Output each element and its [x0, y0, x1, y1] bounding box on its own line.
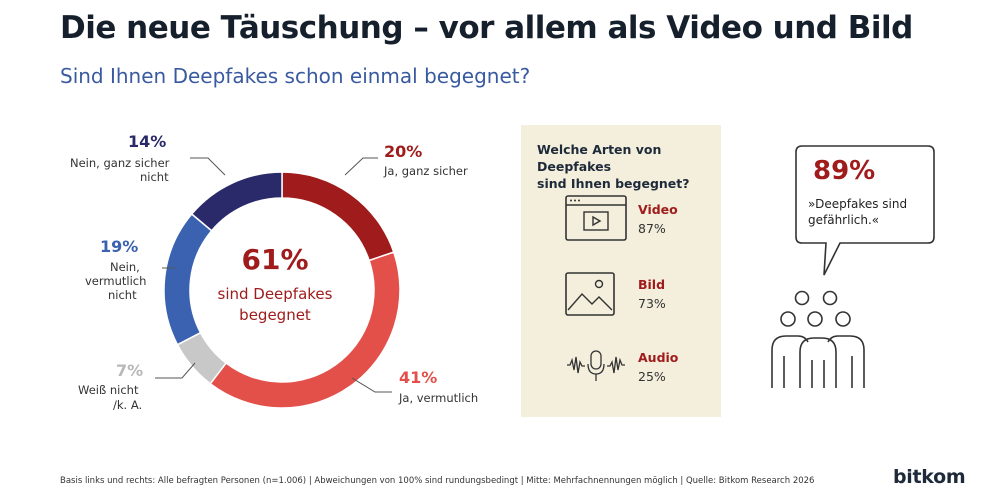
- slice-label-ja-vermutlich: Ja, vermutlich: [399, 391, 479, 405]
- bubble-text-line-2: gefährlich.«: [808, 213, 880, 227]
- page-subtitle: Sind Ihnen Deepfakes schon einmal begegn…: [60, 64, 531, 88]
- type-audio-value: 25%: [638, 369, 666, 384]
- type-image-value: 73%: [638, 296, 666, 311]
- center-label-line-2: begegnet: [239, 306, 311, 324]
- slice-label-nein-sicher-1: Nein, ganz sicher: [70, 156, 170, 170]
- type-video-value: 87%: [638, 221, 666, 236]
- people-group-icon: [771, 290, 865, 388]
- bubble-text: »Deepfakes sind gefährlich.«: [808, 196, 907, 228]
- leader-line-nein-sicher: [190, 157, 226, 176]
- panel-title-line-2: sind Ihnen begegnet?: [537, 176, 690, 191]
- bubble-text-line-1: »Deepfakes sind: [808, 197, 908, 211]
- page-title: Die neue Täuschung – vor allem als Video…: [60, 10, 913, 46]
- image-icon: [565, 272, 615, 316]
- bubble-value: 89%: [813, 156, 876, 186]
- center-value: 61%: [241, 243, 309, 276]
- slice-value-nein-sicher: 14%: [128, 132, 167, 151]
- center-label: sind Deepfakes begegnet: [190, 284, 360, 326]
- panel-title: Welche Arten von Deepfakes sind Ihnen be…: [537, 141, 717, 192]
- panel-title-line-1: Welche Arten von Deepfakes: [537, 142, 662, 174]
- slice-label-nein-vermutlich-2: vermutlich: [85, 274, 147, 288]
- video-icon: [565, 195, 627, 241]
- speech-bubble-shape: [795, 145, 935, 276]
- slice-label-weiss-1: Weiß nicht: [78, 383, 139, 397]
- type-image-label: Bild: [638, 277, 666, 292]
- leader-line-ja-sicher: [344, 157, 378, 176]
- audio-icon: [567, 350, 625, 381]
- slice-label-nein-vermutlich-1: Nein,: [110, 260, 140, 274]
- donut-slice-4: [190, 171, 283, 232]
- slice-value-weiss: 7%: [116, 361, 144, 380]
- footer-note: Basis links und rechts: Alle befragten P…: [60, 476, 815, 486]
- type-video-label: Video: [638, 202, 678, 217]
- speech-bubble-people-illustration: [771, 145, 935, 388]
- leader-line-weiss: [155, 362, 196, 379]
- slice-label-weiss-2: /k. A.: [113, 398, 143, 412]
- slice-label-nein-vermutlich-3: nicht: [108, 288, 137, 302]
- deepfake-types-panel: Welche Arten von Deepfakes sind Ihnen be…: [521, 125, 721, 417]
- type-audio-label: Audio: [638, 350, 679, 365]
- bitkom-logo: bitkom: [893, 466, 966, 488]
- slice-value-nein-vermutlich: 19%: [100, 237, 139, 256]
- leader-line-ja-vermutlich: [351, 377, 392, 393]
- slice-value-ja-vermutlich: 41%: [399, 368, 438, 387]
- slice-value-ja-sicher: 20%: [384, 142, 423, 161]
- slice-label-ja-sicher: Ja, ganz sicher: [384, 164, 468, 178]
- slice-label-nein-sicher-2: nicht: [140, 170, 169, 184]
- center-label-line-1: sind Deepfakes: [217, 285, 333, 303]
